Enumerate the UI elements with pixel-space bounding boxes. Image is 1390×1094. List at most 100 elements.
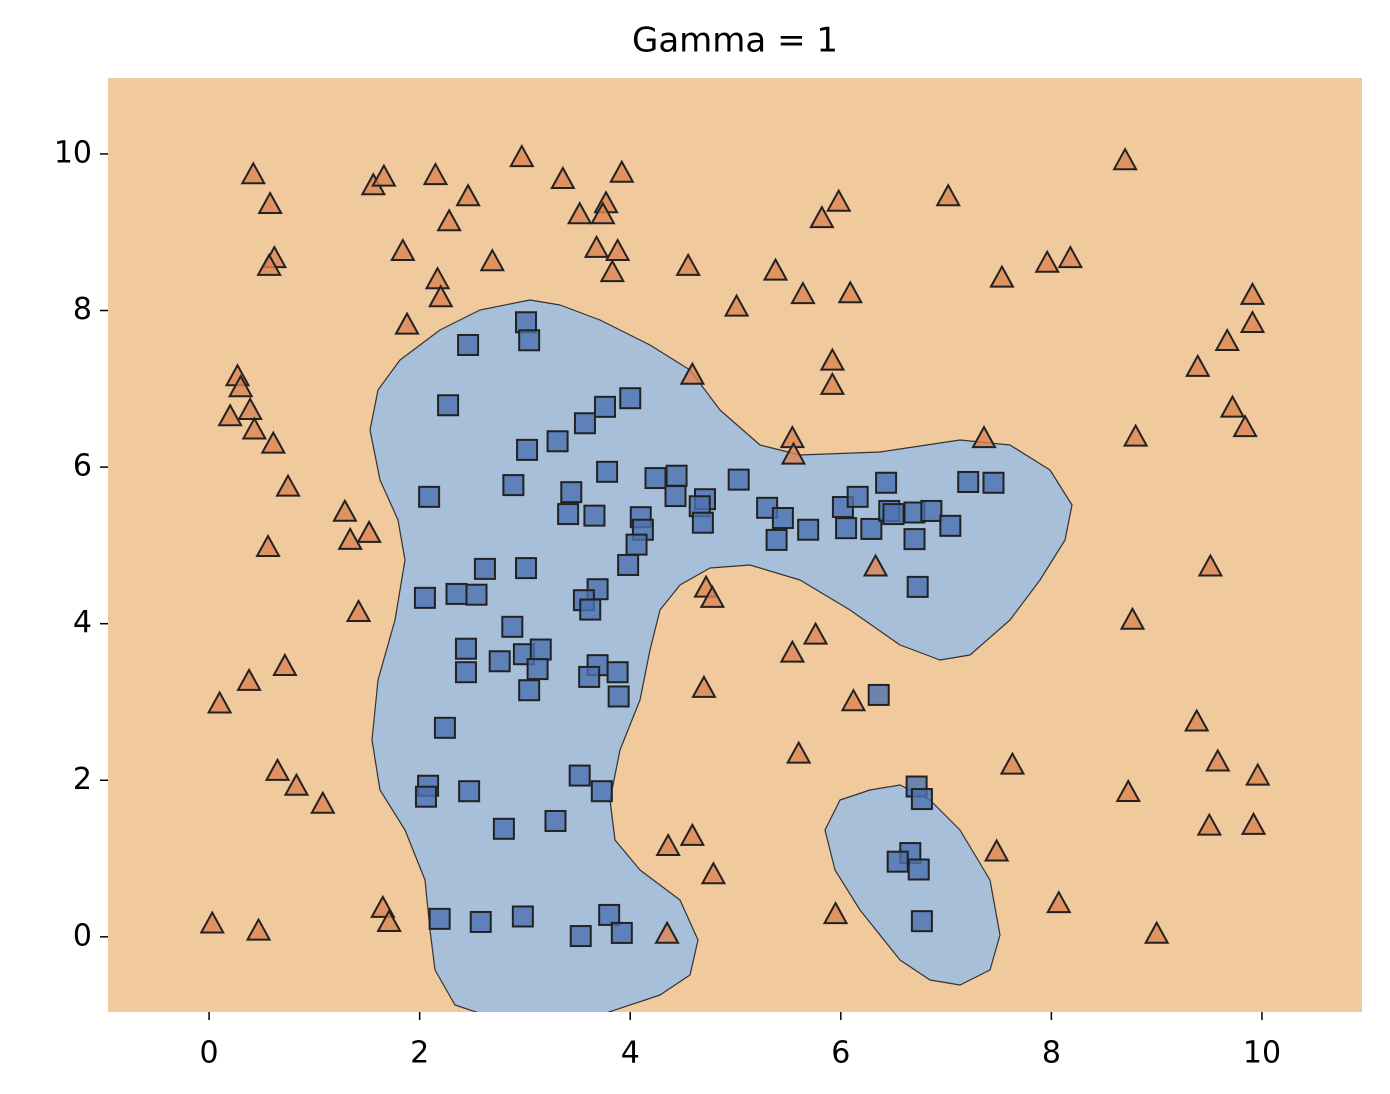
point (371, 163, 397, 187)
point (609, 159, 635, 183)
point (604, 237, 631, 262)
point (802, 621, 829, 645)
point (227, 374, 254, 398)
point (596, 460, 619, 483)
point (1197, 553, 1224, 577)
point (501, 615, 524, 638)
point (819, 371, 846, 395)
point (1245, 762, 1271, 786)
point (675, 252, 701, 276)
point (983, 838, 1010, 862)
point (886, 850, 909, 873)
point (1205, 748, 1231, 772)
point (625, 533, 648, 556)
point (567, 201, 593, 225)
point (579, 598, 602, 621)
point (957, 470, 980, 493)
point (275, 473, 301, 497)
point (679, 361, 706, 385)
point (1214, 327, 1240, 352)
point (598, 903, 621, 926)
point (515, 311, 537, 334)
point (518, 329, 541, 352)
point (644, 467, 667, 490)
point (862, 553, 889, 577)
point (433, 716, 456, 739)
point (1119, 606, 1146, 630)
point (590, 780, 613, 803)
point (422, 162, 449, 186)
point (1196, 812, 1223, 836)
point (237, 396, 263, 420)
point (664, 485, 687, 508)
point (424, 266, 451, 290)
point (437, 394, 460, 417)
point (1232, 414, 1258, 438)
point (454, 637, 477, 660)
point (935, 183, 961, 207)
point (529, 638, 552, 661)
y-tick-label: 0 (73, 918, 92, 953)
point (723, 293, 750, 317)
y-tick-label: 8 (73, 292, 92, 327)
decision-region (824, 784, 1001, 986)
point (479, 248, 505, 272)
point (394, 311, 420, 335)
point (245, 917, 272, 941)
point (199, 910, 225, 934)
point (260, 430, 286, 454)
point (458, 780, 481, 803)
point (511, 905, 534, 928)
point (1240, 811, 1267, 835)
x-tick-label: 4 (621, 1036, 640, 1071)
point (445, 582, 468, 605)
point (550, 165, 576, 189)
point (599, 259, 626, 283)
point (846, 485, 869, 508)
x-tick-label: 8 (1042, 1036, 1061, 1071)
point (780, 441, 807, 465)
point (518, 679, 541, 702)
point (875, 471, 898, 494)
point (560, 481, 583, 504)
chart-title: Gamma = 1 (632, 21, 838, 61)
point (939, 514, 962, 537)
point (1122, 423, 1149, 447)
point (920, 499, 943, 522)
point (515, 557, 537, 580)
point (557, 503, 580, 526)
point (665, 464, 688, 487)
point (989, 264, 1015, 288)
point (255, 533, 281, 557)
point (516, 438, 539, 461)
point (907, 858, 930, 881)
point (526, 658, 549, 681)
point (240, 161, 266, 185)
point (700, 861, 727, 885)
point (473, 557, 496, 580)
point (345, 598, 372, 622)
y-tick-label: 4 (73, 605, 92, 640)
point (903, 528, 926, 551)
x-tick-label: 10 (1243, 1036, 1281, 1071)
point (867, 683, 890, 706)
point (217, 403, 243, 427)
points (199, 143, 1271, 948)
point (413, 586, 436, 609)
point (414, 785, 437, 808)
point (256, 252, 282, 276)
point (699, 584, 726, 608)
point (356, 519, 382, 543)
point (590, 201, 616, 225)
x-tick-label: 2 (410, 1036, 429, 1071)
point (337, 526, 363, 550)
point (455, 183, 481, 207)
point (765, 528, 788, 551)
point (469, 910, 492, 933)
point (655, 832, 681, 857)
point (762, 257, 789, 281)
point (583, 234, 610, 258)
point (492, 817, 515, 840)
point (546, 430, 569, 453)
